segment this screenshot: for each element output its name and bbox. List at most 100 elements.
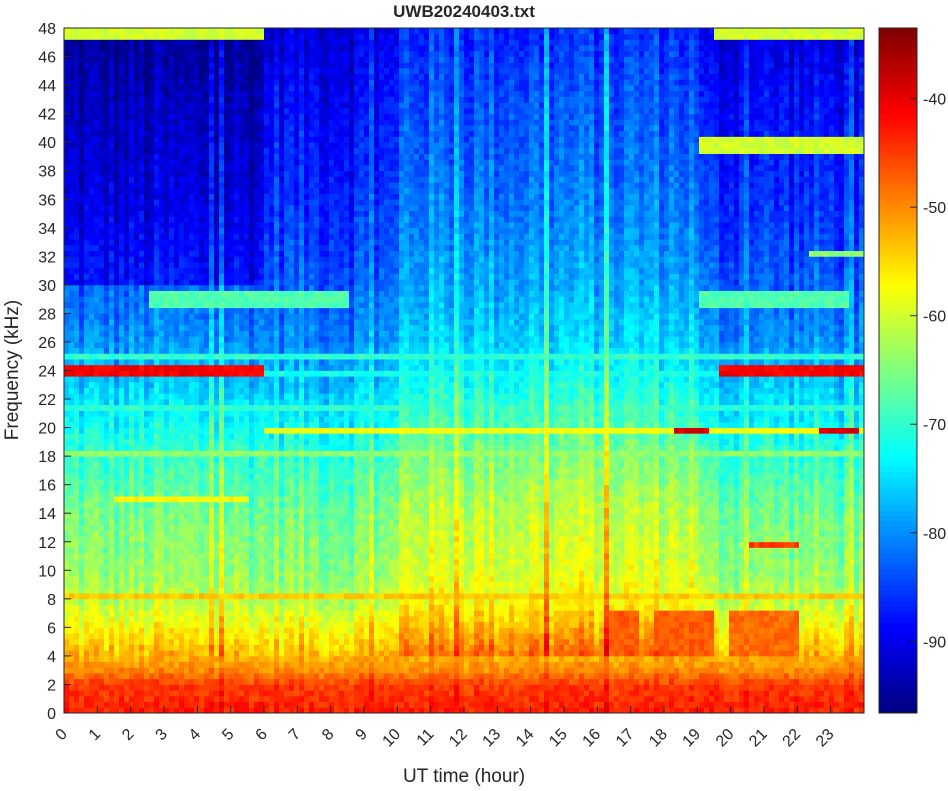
- heatmap-cell: [259, 324, 265, 331]
- heatmap-cell: [79, 478, 85, 486]
- heatmap-cell: [229, 56, 235, 63]
- heatmap-cell: [144, 222, 150, 229]
- heatmap-cell: [264, 536, 270, 543]
- heatmap-cell: [169, 684, 175, 691]
- heatmap-cell: [119, 587, 125, 594]
- heatmap-cell: [119, 67, 125, 75]
- heatmap-cell: [269, 387, 275, 394]
- heatmap-cell: [184, 627, 190, 634]
- heatmap-cell: [169, 130, 175, 137]
- heatmap-cell: [194, 530, 200, 537]
- heatmap-cell: [189, 250, 195, 257]
- heatmap-cell: [89, 130, 95, 137]
- heatmap-cell: [239, 393, 245, 400]
- heatmap-cell: [139, 427, 145, 434]
- heatmap-cell: [204, 279, 210, 286]
- heatmap-cell: [149, 176, 155, 183]
- heatmap-cell: [129, 142, 135, 149]
- heatmap-cell: [194, 478, 200, 486]
- heatmap-cell: [124, 667, 130, 674]
- heatmap-cell: [104, 387, 110, 394]
- heatmap-cell: [189, 695, 195, 702]
- heatmap-cell: [89, 638, 95, 645]
- heatmap-cell: [219, 96, 225, 103]
- heatmap-cell: [144, 701, 150, 708]
- heatmap-cell: [124, 410, 130, 417]
- heatmap-cell: [149, 347, 155, 354]
- heatmap-cell: [179, 273, 185, 280]
- heatmap-cell: [204, 690, 210, 697]
- heatmap-cell: [64, 324, 70, 331]
- heatmap-cell: [64, 125, 70, 132]
- heatmap-cell: [259, 204, 265, 212]
- heatmap-cell: [134, 250, 140, 257]
- heatmap-cell: [64, 450, 70, 457]
- heatmap-cell: [184, 239, 190, 246]
- heatmap-cell: [74, 399, 80, 406]
- heatmap-cell: [84, 364, 90, 371]
- heatmap-cell: [174, 62, 180, 69]
- heatmap-cell: [244, 170, 250, 177]
- heatmap-cell: [114, 576, 120, 583]
- heatmap-cell: [269, 501, 275, 508]
- heatmap-cell: [194, 113, 200, 120]
- heatmap-cell: [199, 421, 205, 428]
- heatmap-cell: [119, 501, 125, 508]
- heatmap-cell: [179, 296, 185, 303]
- heatmap-cell: [89, 290, 95, 297]
- heatmap-cell: [179, 341, 185, 349]
- heatmap-cell: [194, 667, 200, 674]
- heatmap-cell: [169, 370, 175, 377]
- heatmap-cell: [174, 427, 180, 434]
- heatmap-cell: [139, 707, 145, 714]
- heatmap-cell: [89, 701, 95, 708]
- heatmap-cell: [179, 199, 185, 206]
- heatmap-cell: [154, 421, 160, 428]
- heatmap-cell: [94, 296, 100, 303]
- heatmap-cell: [134, 262, 140, 269]
- heatmap-cell: [114, 73, 120, 80]
- heatmap-cell: [209, 650, 215, 657]
- heatmap-cell: [259, 39, 265, 46]
- heatmap-cell: [189, 484, 195, 491]
- heatmap-cell: [204, 319, 210, 326]
- heatmap-cell: [94, 581, 100, 588]
- heatmap-cell: [214, 165, 220, 172]
- heatmap-cell: [129, 501, 135, 508]
- heatmap-cell: [199, 393, 205, 400]
- heatmap-cell: [94, 204, 100, 212]
- heatmap-cell: [204, 541, 210, 548]
- heatmap-cell: [124, 456, 130, 463]
- heatmap-cell: [164, 593, 170, 600]
- heatmap-cell: [269, 644, 275, 651]
- heatmap-cell: [204, 307, 210, 314]
- heatmap-cell: [224, 381, 230, 389]
- heatmap-cell: [154, 536, 160, 543]
- heatmap-cell: [229, 604, 235, 611]
- heatmap-cell: [159, 222, 165, 229]
- heatmap-cell: [114, 690, 120, 697]
- heatmap-cell: [144, 581, 150, 588]
- heatmap-cell: [124, 604, 130, 611]
- heatmap-cell: [184, 593, 190, 600]
- heatmap-cell: [84, 690, 90, 697]
- heatmap-cell: [149, 684, 155, 691]
- heatmap-cell: [164, 210, 170, 217]
- heatmap-cell: [234, 478, 240, 486]
- heatmap-cell: [94, 107, 100, 115]
- heatmap-cell: [119, 39, 125, 46]
- heatmap-cell: [204, 159, 210, 166]
- heatmap-cell: [234, 222, 240, 229]
- heatmap-cell: [174, 547, 180, 554]
- heatmap-cell: [89, 239, 95, 246]
- heatmap-cell: [164, 456, 170, 463]
- heatmap-cell: [239, 153, 245, 160]
- heatmap-cell: [74, 638, 80, 645]
- heatmap-cell: [129, 393, 135, 400]
- heatmap-cell: [254, 136, 260, 143]
- heatmap-cell: [69, 319, 75, 326]
- heatmap-cell: [249, 199, 255, 206]
- heatmap-cell: [79, 307, 85, 314]
- heatmap-cell: [199, 313, 205, 320]
- heatmap-cell: [174, 73, 180, 80]
